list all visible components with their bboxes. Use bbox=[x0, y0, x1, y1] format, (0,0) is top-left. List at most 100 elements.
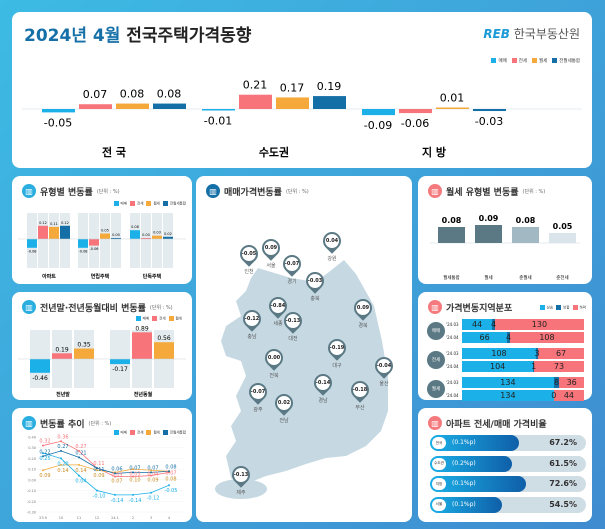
bar bbox=[110, 359, 130, 365]
bar bbox=[239, 94, 272, 109]
bar bbox=[473, 109, 506, 112]
legend-item: 월세 bbox=[168, 316, 182, 322]
column-bg bbox=[152, 213, 162, 268]
data-point bbox=[150, 469, 152, 472]
data-label: 0.04 bbox=[75, 479, 86, 485]
type-change-chart: -0.080.12 0.11 0.12아파트-0.08-0.060.050.00연립… bbox=[18, 213, 186, 280]
data-point bbox=[42, 469, 44, 472]
data-label: 0.04 bbox=[147, 471, 158, 477]
data-point bbox=[168, 470, 170, 473]
category-label: 전 국 bbox=[102, 145, 126, 159]
series-line bbox=[42, 450, 170, 474]
data-label: 0.07 bbox=[129, 465, 140, 471]
bar bbox=[78, 239, 88, 248]
data-label: 0.07 bbox=[111, 478, 122, 484]
data-label: 0.08 bbox=[120, 88, 145, 101]
bar bbox=[42, 109, 75, 113]
data-label: -0.06 bbox=[401, 117, 429, 130]
column-bg bbox=[111, 213, 121, 268]
top-legend: 매매 전세 월세 전월세통합 bbox=[491, 58, 580, 64]
data-point bbox=[60, 440, 62, 443]
data-point bbox=[96, 467, 98, 470]
series-line bbox=[42, 440, 170, 478]
data-label: 0.11 bbox=[93, 461, 104, 467]
ratio-row: 지방 (0.1%p) 72.6% bbox=[430, 476, 586, 492]
chart-icon: ▥ bbox=[22, 184, 36, 198]
segment-label: 66 bbox=[479, 333, 490, 342]
ratio-card: ▥ 아파트 전세/매매 가격비율 전국 (0.1%p) 67.2% 수도권 (0.2%p)… bbox=[418, 408, 592, 522]
segment-label: 104 bbox=[489, 362, 506, 371]
bar bbox=[79, 104, 112, 109]
pin-value: -0.13 bbox=[234, 468, 248, 482]
region-label: 경북 bbox=[358, 323, 368, 329]
period-label: '24.04 bbox=[446, 335, 459, 340]
bar bbox=[141, 238, 151, 239]
segment-label: 8 bbox=[554, 378, 560, 387]
bar bbox=[52, 353, 72, 359]
bar bbox=[74, 348, 94, 359]
x-tick-label: 10 bbox=[59, 516, 63, 520]
region-label: 울산 bbox=[379, 381, 389, 387]
pin-value: -0.18 bbox=[353, 383, 367, 397]
segment bbox=[559, 377, 584, 388]
data-label: 0.12 bbox=[61, 221, 69, 225]
data-label: 0.32 bbox=[39, 439, 50, 445]
bar bbox=[362, 109, 395, 116]
ratio-fill bbox=[430, 435, 520, 451]
region-label: 강원 bbox=[327, 256, 337, 262]
data-label: 0.02 bbox=[164, 232, 172, 236]
data-point bbox=[150, 474, 152, 477]
period-label: '24.03 bbox=[446, 322, 459, 327]
distribution-card: ▥ 가격변동지역분포 상승 보합 하락 매매 '24.03 44 4 130'24.04 66 4… bbox=[418, 292, 592, 401]
data-label: 0.09 bbox=[39, 473, 50, 479]
title-date: 2024년 4월 bbox=[24, 26, 121, 46]
bar bbox=[111, 238, 121, 239]
data-label: -0.46 bbox=[32, 375, 48, 382]
distribution-legend: 상승 보합 하락 bbox=[539, 305, 586, 311]
category-label: 전년말 bbox=[56, 391, 70, 398]
legend-item: 전세 bbox=[511, 58, 527, 64]
ratio-row: 서울 (0.1%p) 54.5% bbox=[430, 496, 586, 513]
data-label: 0.56 bbox=[157, 335, 171, 342]
segment-label: 108 bbox=[491, 349, 507, 358]
bar bbox=[475, 225, 502, 243]
segment-label: 73 bbox=[553, 362, 565, 371]
region-label: 충북 bbox=[310, 296, 320, 302]
period-label: '24.03 bbox=[446, 380, 459, 385]
segment bbox=[507, 332, 510, 343]
data-label: -0.01 bbox=[204, 115, 232, 128]
bar bbox=[38, 225, 48, 239]
group-badge: 매매 bbox=[427, 322, 445, 340]
segment bbox=[533, 361, 584, 372]
legend-item: 하락 bbox=[572, 305, 586, 311]
data-label: 0.19 bbox=[317, 80, 342, 93]
legend-item: 전월세통합 bbox=[162, 201, 186, 207]
data-label: -0.05 bbox=[44, 116, 72, 129]
series-line bbox=[42, 452, 170, 496]
data-label: 0.27 bbox=[75, 444, 86, 450]
segment bbox=[553, 390, 584, 401]
bar bbox=[89, 239, 99, 246]
x-tick-label: 11 bbox=[77, 516, 81, 520]
bar bbox=[163, 236, 173, 239]
legend-item: 전세 bbox=[152, 316, 166, 322]
pin-value: -0.12 bbox=[245, 312, 259, 326]
data-label: 0.09 bbox=[147, 477, 158, 483]
bar bbox=[49, 226, 59, 239]
legend-item: 보합 bbox=[556, 305, 570, 311]
bar bbox=[27, 239, 37, 248]
segment bbox=[533, 361, 534, 372]
segment-label: 4 bbox=[490, 320, 497, 329]
data-label: 0.09 bbox=[479, 214, 499, 223]
pin-value: -0.05 bbox=[242, 247, 256, 261]
x-tick-label: 4 bbox=[168, 516, 171, 520]
category-label: 단독주택 bbox=[143, 273, 162, 280]
segment-label: 4 bbox=[506, 333, 512, 342]
region-label: 전북 bbox=[269, 373, 279, 379]
trend-legend: 매매 전세 월세 전월세통합 bbox=[113, 430, 186, 436]
data-point bbox=[150, 471, 152, 474]
wolse-type-card: ▥ 월세 유형별 변동률 (단위 : %) 0.08 월세통합 0.09 월세 0.08 준월… bbox=[418, 176, 592, 284]
pin-value: -0.19 bbox=[330, 341, 344, 355]
data-label: 0.08 bbox=[516, 216, 536, 225]
bar bbox=[116, 103, 149, 109]
